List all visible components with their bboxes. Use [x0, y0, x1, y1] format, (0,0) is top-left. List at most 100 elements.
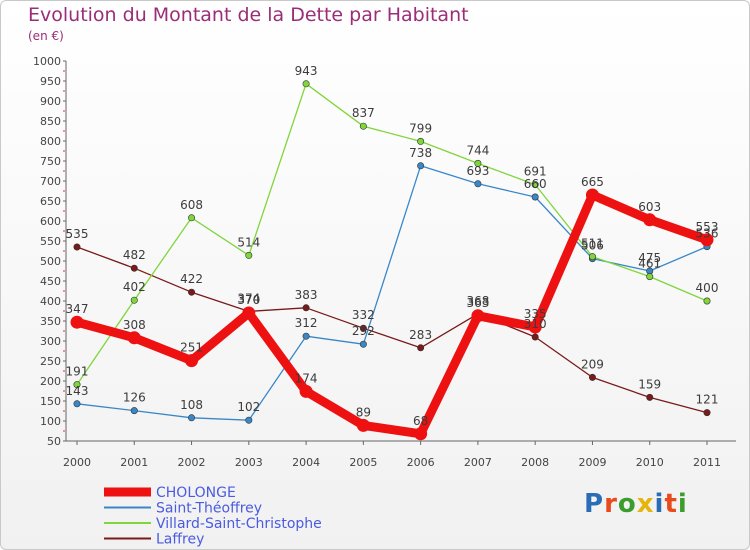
- x-tick-label: 2003: [235, 456, 263, 469]
- series-line: [76, 165, 708, 421]
- data-point: [356, 418, 370, 432]
- data-label: 535: [66, 227, 89, 241]
- data-point: [73, 381, 81, 389]
- data-label: 799: [409, 121, 432, 135]
- data-point: [528, 320, 542, 334]
- data-point: [646, 393, 654, 401]
- data-label: 608: [180, 198, 203, 212]
- y-tick-label: 950: [40, 75, 61, 88]
- data-label: 68: [413, 414, 428, 428]
- data-point: [588, 373, 596, 381]
- data-label: 108: [180, 398, 203, 412]
- data-point: [359, 324, 367, 332]
- y-tick-label: 450: [40, 275, 61, 288]
- x-tick-label: 2006: [407, 456, 435, 469]
- data-label: 174: [295, 371, 318, 385]
- data-point: [127, 331, 141, 345]
- data-point: [245, 416, 253, 424]
- x-tick-label: 2002: [178, 456, 206, 469]
- data-point: [417, 162, 425, 170]
- data-point: [188, 288, 196, 296]
- data-label: 665: [581, 175, 604, 189]
- data-label: 691: [524, 165, 547, 179]
- data-point: [188, 414, 196, 422]
- x-tick-label: 2008: [521, 456, 549, 469]
- legend-label: Villard-Saint-Christophe: [156, 516, 322, 532]
- data-label: 511: [581, 237, 604, 251]
- y-tick-label: 700: [40, 175, 61, 188]
- data-point: [471, 309, 485, 323]
- data-point: [531, 181, 539, 189]
- data-label: 368: [466, 294, 489, 308]
- series-line: [76, 83, 708, 386]
- y-tick-label: 350: [40, 315, 61, 328]
- data-label: 553: [696, 220, 719, 234]
- data-label: 347: [66, 302, 89, 316]
- data-label: 363: [466, 296, 489, 310]
- data-label: 89: [356, 405, 371, 419]
- series-line: [72, 190, 712, 439]
- data-point: [185, 354, 199, 368]
- x-tick-label: 2004: [292, 456, 320, 469]
- x-tick-label: 2007: [464, 456, 492, 469]
- data-label: 283: [409, 328, 432, 342]
- data-label: 400: [696, 281, 719, 295]
- data-point: [130, 264, 138, 272]
- data-point: [302, 80, 310, 88]
- data-label: 143: [66, 384, 89, 398]
- data-point: [700, 233, 714, 247]
- y-tick-label: 250: [40, 355, 61, 368]
- y-tick-label: 900: [40, 95, 61, 108]
- x-tick-label: 2000: [63, 456, 91, 469]
- data-point: [299, 384, 313, 398]
- y-tick-label: 650: [40, 195, 61, 208]
- data-label: 191: [66, 365, 89, 379]
- data-label: 837: [352, 106, 375, 120]
- data-point: [359, 340, 367, 348]
- data-point: [643, 213, 657, 227]
- data-label: 310: [524, 317, 547, 331]
- data-label: 370: [237, 293, 260, 307]
- y-tick-label: 200: [40, 375, 61, 388]
- data-label: 506: [581, 239, 604, 253]
- y-tick-label: 300: [40, 335, 61, 348]
- data-label: 292: [352, 324, 375, 338]
- data-label: 738: [409, 146, 432, 160]
- data-point: [703, 409, 711, 417]
- data-point: [188, 214, 196, 222]
- data-point: [585, 188, 599, 202]
- x-tick-label: 2010: [636, 456, 664, 469]
- data-point: [531, 193, 539, 201]
- unit-label: (en €): [28, 29, 64, 43]
- data-label: 461: [638, 257, 661, 271]
- data-point: [588, 253, 596, 261]
- y-tick-label: 600: [40, 215, 61, 228]
- legend-label: Laffrey: [156, 532, 204, 548]
- legend-label: CHOLONGE: [156, 485, 236, 501]
- data-point: [417, 137, 425, 145]
- y-tick-label: 100: [40, 415, 61, 428]
- data-point: [646, 273, 654, 281]
- chart-title: Evolution du Montant de la Dette par Hab…: [28, 4, 469, 26]
- data-label: 251: [180, 341, 203, 355]
- data-label: 536: [696, 227, 719, 241]
- y-tick-label: 750: [40, 155, 61, 168]
- data-label: 308: [123, 318, 146, 332]
- y-tick-label: 850: [40, 115, 61, 128]
- data-point: [359, 122, 367, 130]
- data-point: [242, 306, 256, 320]
- data-label: 126: [123, 391, 146, 405]
- y-tick-label: 800: [40, 135, 61, 148]
- data-label: 335: [524, 307, 547, 321]
- data-point: [414, 427, 428, 441]
- data-point: [474, 180, 482, 188]
- x-tick-label: 2005: [349, 456, 377, 469]
- data-point: [531, 333, 539, 341]
- data-label: 332: [352, 308, 375, 322]
- proxiti-logo: Proxiti: [584, 489, 688, 519]
- data-point: [130, 407, 138, 415]
- data-label: 603: [638, 200, 661, 214]
- y-tick-label: 150: [40, 395, 61, 408]
- x-tick-label: 2009: [578, 456, 606, 469]
- data-label: 402: [123, 280, 146, 294]
